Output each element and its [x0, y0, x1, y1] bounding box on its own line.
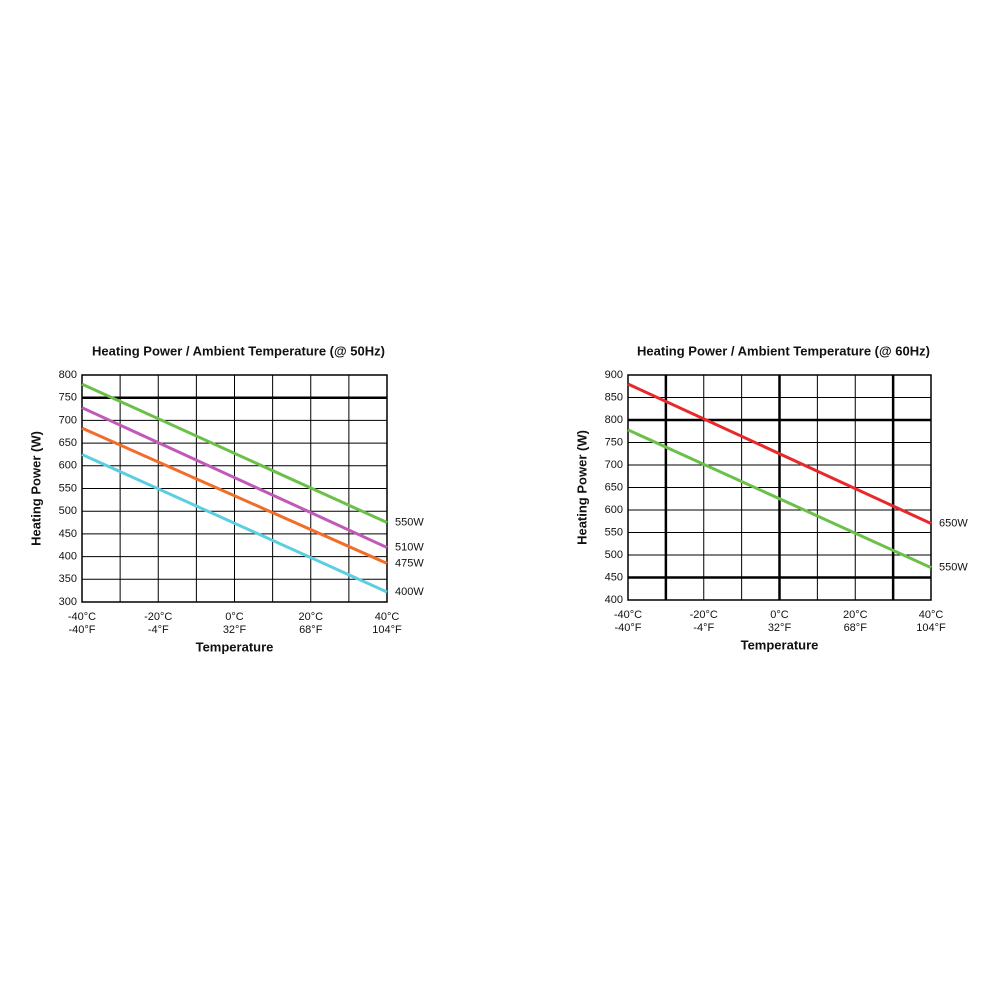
y-tick-label: 750 — [605, 436, 623, 448]
x-tick-label: -20°C — [144, 611, 172, 623]
plot-frame — [627, 374, 932, 601]
y-tick-label: 650 — [59, 437, 77, 449]
series-label: 550W — [939, 562, 968, 574]
y-tick-label: 550 — [605, 526, 623, 538]
series-line — [627, 428, 932, 569]
plot-frame — [81, 374, 388, 603]
y-tick-label: 900 — [605, 369, 623, 381]
x-tick-label-secondary: -4°F — [693, 622, 714, 634]
x-tick-label: 0°C — [770, 609, 789, 621]
x-axis-label: Temperature — [741, 637, 819, 652]
y-tick-label: 400 — [605, 594, 623, 606]
y-tick-label: 450 — [605, 571, 623, 583]
series-label: 510W — [395, 541, 424, 553]
y-axis-label: Heating Power (W) — [28, 431, 43, 546]
y-tick-label: 500 — [59, 505, 77, 517]
series-label: 400W — [395, 586, 424, 598]
x-tick-label: 20°C — [298, 611, 323, 623]
y-axis-label: Heating Power (W) — [574, 430, 589, 545]
series-line — [627, 382, 932, 525]
x-axis-label: Temperature — [196, 639, 274, 654]
x-tick-label: 0°C — [225, 611, 244, 623]
y-tick-label: 450 — [59, 528, 77, 540]
series-line — [81, 426, 388, 565]
x-tick-label-secondary: 104°F — [916, 622, 946, 634]
y-tick-label: 350 — [59, 573, 77, 585]
x-tick-label: -40°C — [68, 611, 96, 623]
x-tick-label: 20°C — [843, 609, 868, 621]
y-tick-label: 500 — [605, 549, 623, 561]
x-tick-label: -20°C — [690, 609, 718, 621]
x-tick-label: -40°C — [614, 609, 642, 621]
y-tick-label: 700 — [59, 414, 77, 426]
x-tick-label-secondary: -40°F — [68, 624, 95, 636]
x-tick-label: 40°C — [919, 609, 944, 621]
x-tick-label-secondary: 68°F — [844, 622, 868, 634]
series-label: 475W — [395, 557, 424, 569]
series-line — [81, 382, 388, 524]
y-tick-label: 550 — [59, 482, 77, 494]
y-tick-label: 400 — [59, 551, 77, 563]
y-tick-label: 300 — [59, 596, 77, 608]
x-tick-label-secondary: 32°F — [768, 622, 792, 634]
x-tick-label: 40°C — [375, 611, 400, 623]
x-tick-label-secondary: 32°F — [223, 624, 247, 636]
x-tick-label-secondary: -4°F — [148, 624, 169, 636]
series-line — [81, 453, 388, 594]
y-tick-label: 850 — [605, 391, 623, 403]
chart-title: Heating Power / Ambient Temperature (@ 5… — [92, 343, 385, 358]
x-tick-label-secondary: 68°F — [299, 624, 323, 636]
y-tick-label: 600 — [605, 504, 623, 516]
y-tick-label: 600 — [59, 460, 77, 472]
y-tick-label: 650 — [605, 481, 623, 493]
series-label: 550W — [395, 516, 424, 528]
x-tick-label-secondary: 104°F — [372, 624, 402, 636]
series-line — [81, 406, 388, 549]
series-label: 650W — [939, 517, 968, 529]
x-tick-label-secondary: -40°F — [614, 622, 641, 634]
y-tick-label: 800 — [59, 369, 77, 381]
chart-title: Heating Power / Ambient Temperature (@ 6… — [637, 343, 930, 358]
y-tick-label: 750 — [59, 392, 77, 404]
y-tick-label: 800 — [605, 414, 623, 426]
y-tick-label: 700 — [605, 459, 623, 471]
